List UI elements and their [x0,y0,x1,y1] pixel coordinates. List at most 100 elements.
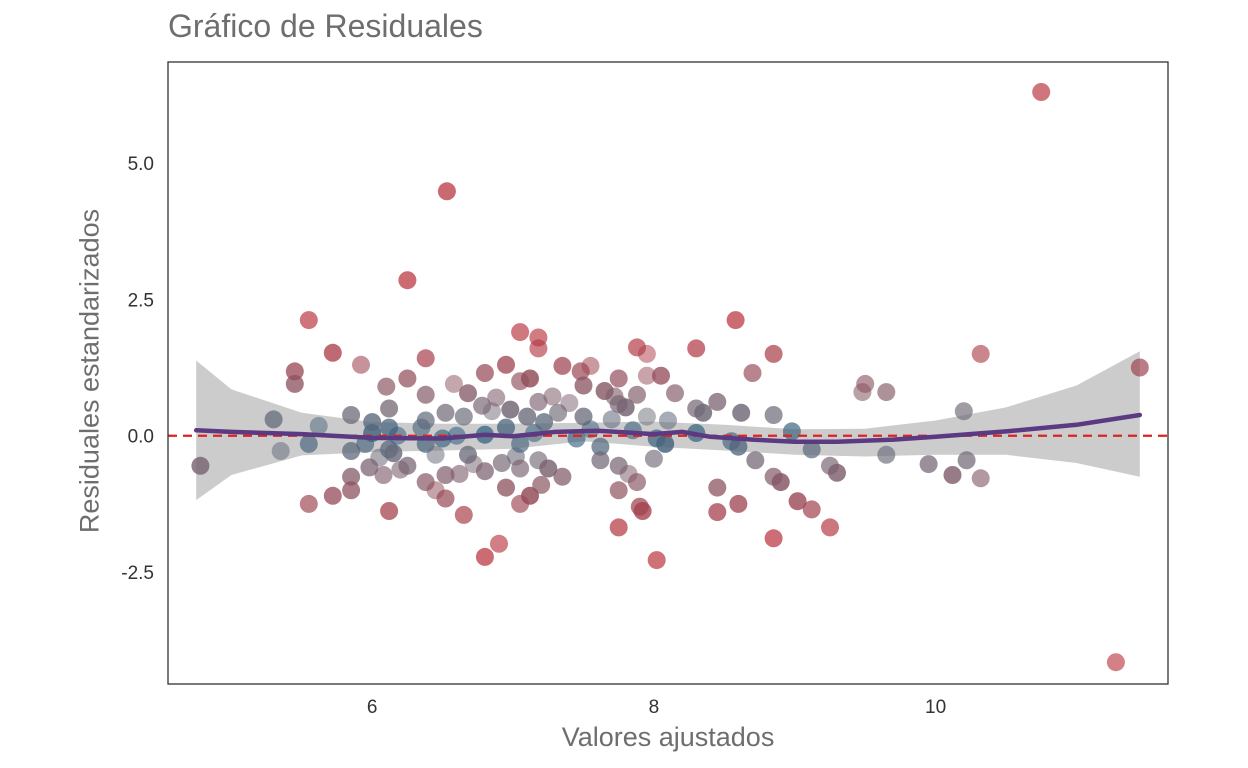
data-point [687,339,706,358]
data-point [436,466,455,484]
data-point [656,434,675,453]
data-point [743,364,762,382]
data-point [490,534,508,553]
data-point [560,394,579,412]
data-point [436,403,455,422]
data-point [609,518,628,537]
data-point [708,503,727,522]
x-axis-title: Valores ajustados [561,722,775,752]
data-point [521,486,539,505]
data-point [746,451,765,470]
data-point [384,444,403,463]
data-point [511,459,530,478]
y-tick-label: -2.5 [121,563,154,584]
data-point [732,403,751,422]
data-point [285,362,304,381]
data-point [511,434,530,453]
data-point [644,449,663,468]
data-point [828,463,846,482]
data-point [380,502,399,520]
data-point [191,456,210,475]
data-point [454,505,473,524]
data-point [342,481,361,500]
data-point [637,407,656,426]
data-point [459,384,477,403]
data-point [323,343,342,362]
data-point [1130,358,1149,377]
y-axis-ticks: 5.0 2.5 0.0 -2.5 [121,154,154,584]
data-point [788,492,807,511]
data-point [1032,83,1051,101]
data-point [377,377,396,396]
scatter-points [191,83,1149,672]
data-point [602,410,621,429]
data-point [802,500,821,519]
data-point [374,466,393,484]
data-point [553,356,572,375]
data-point [764,529,783,548]
data-point [574,376,593,395]
y-tick-label: 5.0 [128,154,154,175]
plot-frame [167,61,1169,685]
data-point [535,413,554,432]
data-point [380,399,399,418]
data-point [616,398,635,417]
data-point [609,369,628,388]
data-point [416,349,435,368]
x-tick-label: 6 [367,697,378,718]
data-point [342,406,361,424]
y-tick-label: 0.0 [128,427,154,448]
data-point [529,392,548,411]
data-point [591,451,610,470]
data-point [323,486,342,505]
data-point [971,344,990,363]
data-point [652,366,670,385]
data-point [637,344,656,363]
smooth-trend-line [193,412,1143,444]
data-point [299,311,318,330]
data-point [877,383,896,402]
data-point [637,366,656,385]
y-tick-label: 2.5 [128,290,154,311]
data-point [398,456,417,475]
x-axis-ticks: 6 8 10 [367,697,946,718]
data-point [567,429,586,448]
data-point [971,469,990,488]
data-point [497,418,515,437]
data-point [271,442,290,460]
data-point [628,385,646,404]
data-point [647,551,666,570]
data-point [543,387,562,406]
data-point [363,413,382,432]
data-point [764,406,783,424]
data-point [426,445,445,464]
data-point [497,478,515,497]
data-point [553,467,572,486]
data-point [957,451,976,470]
data-point [802,440,821,459]
data-point [694,403,713,422]
data-point [475,364,494,382]
x-tick-label: 10 [925,697,946,718]
data-point [708,392,727,411]
data-point [342,467,361,486]
data-point [529,339,548,358]
data-point [771,473,790,492]
data-point [1106,653,1125,672]
data-point [521,369,539,388]
data-point [482,402,501,421]
y-axis-title: Residuales estandarizados [74,208,105,534]
data-point [501,400,520,419]
chart-title: Gráfico de Residuales [168,8,483,44]
data-point [591,437,610,456]
data-point [539,459,558,478]
data-point [487,388,506,407]
x-tick-label: 8 [649,697,660,718]
data-point [497,355,515,374]
data-point [398,271,417,290]
data-point [518,407,537,426]
data-point [492,454,511,472]
data-point [475,462,494,481]
data-point [726,311,745,330]
data-point [821,518,839,537]
